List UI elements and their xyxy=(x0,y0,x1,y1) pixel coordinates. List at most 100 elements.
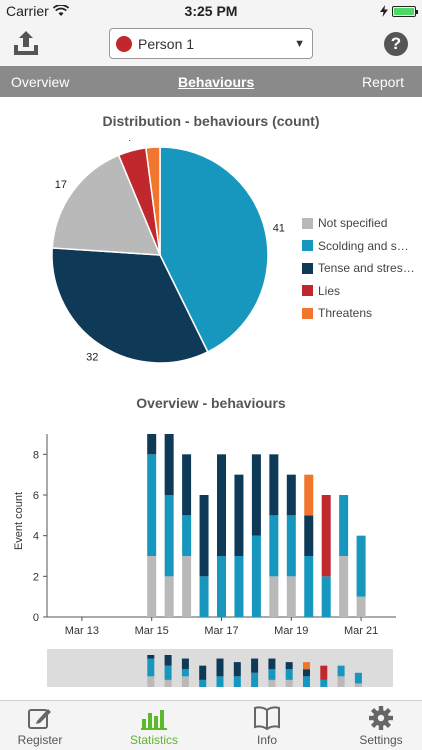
pie-slice-label: 17 xyxy=(55,179,67,191)
preview-bar-segment xyxy=(337,676,345,687)
section-tabs: Overview Behaviours Report xyxy=(0,66,422,97)
legend-label: Not specified xyxy=(318,216,388,231)
preview-bar-segment xyxy=(268,658,276,670)
person-select-value: Person 1 xyxy=(138,35,195,52)
gear-icon xyxy=(369,706,393,730)
pie-chart-title: Distribution - behaviours (count) xyxy=(102,113,320,129)
tab-settings[interactable]: Settings xyxy=(341,705,421,747)
tab-statistics-label: Statistics xyxy=(129,733,178,747)
edit-icon xyxy=(28,709,51,729)
battery-area xyxy=(380,5,418,17)
x-tick-label: Mar 15 xyxy=(135,625,169,637)
tab-overview[interactable]: Overview xyxy=(11,74,70,90)
bar-segment xyxy=(339,556,349,617)
legend-swatch xyxy=(302,307,313,319)
legend-item: Lies xyxy=(302,280,422,303)
preview-bar-segment xyxy=(303,669,310,677)
bar-segment xyxy=(269,454,279,516)
pie-slice xyxy=(159,146,269,353)
legend-label: Lies xyxy=(318,283,341,298)
bar-chart-title: Overview - behaviours xyxy=(136,395,286,411)
preview-bar-segment xyxy=(337,665,345,677)
preview-bar-segment xyxy=(199,665,207,680)
legend-swatch xyxy=(302,262,313,274)
preview-bar-segment xyxy=(216,676,224,687)
bar-segment xyxy=(269,576,279,617)
preview-bar-segment xyxy=(164,679,172,687)
preview-bar-segment xyxy=(251,658,259,673)
pie-slice xyxy=(145,146,161,256)
preview-bar-segment xyxy=(320,679,328,687)
preview-bar-segment xyxy=(285,679,293,687)
preview-bar-segment xyxy=(251,672,259,687)
y-tick-label: 4 xyxy=(33,531,39,543)
bar-segment xyxy=(164,495,174,577)
wifi-icon xyxy=(52,5,69,16)
preview-bar-segment xyxy=(320,665,328,680)
preview-bar-segment xyxy=(285,669,293,680)
x-tick-label: Mar 17 xyxy=(204,625,238,637)
bar-segment xyxy=(182,454,192,516)
tab-info[interactable]: Info xyxy=(227,705,307,747)
legend-swatch xyxy=(302,285,313,297)
preview-bar-segment xyxy=(303,662,310,670)
person-select[interactable]: Person 1 ▼ xyxy=(109,28,313,59)
tab-settings-label: Settings xyxy=(359,733,403,747)
bar-segment xyxy=(164,576,174,617)
book-icon xyxy=(254,706,280,731)
x-tick-label: Mar 19 xyxy=(274,625,308,637)
bar-segment xyxy=(339,495,349,556)
bar-segment xyxy=(147,454,157,556)
upload-icon[interactable] xyxy=(10,28,42,60)
legend-label: Tense and stres… xyxy=(318,261,415,276)
bar-segment xyxy=(217,454,226,556)
bar-segment xyxy=(234,474,244,556)
pie-slice xyxy=(51,247,209,364)
bar-segment xyxy=(321,576,331,617)
legend-item: Not specified xyxy=(302,212,422,235)
preview-bar-segment xyxy=(181,669,189,677)
preview-bar-segment xyxy=(233,662,241,677)
x-tick-label: Mar 21 xyxy=(344,625,378,637)
preview-bar-segment xyxy=(199,679,207,687)
pie-slice-label: 4 xyxy=(125,140,131,144)
tab-statistics[interactable]: Statistics xyxy=(114,705,194,747)
preview-bar-segment xyxy=(181,676,189,687)
bar-segment xyxy=(304,474,314,516)
bar-segment xyxy=(182,515,192,556)
y-tick-label: 8 xyxy=(33,449,39,461)
bar-segment xyxy=(286,576,296,617)
bar-segment xyxy=(251,454,261,536)
bar-segment xyxy=(304,556,314,617)
navigation-bar: Person 1 ▼ ? xyxy=(0,22,422,66)
bar-segment xyxy=(147,556,157,617)
legend-swatch xyxy=(302,217,313,229)
clock: 3:25 PM xyxy=(184,3,238,19)
bar-segment xyxy=(251,535,261,617)
help-icon[interactable]: ? xyxy=(384,32,408,56)
preview-bar-segment xyxy=(147,655,155,659)
y-tick-label: 0 xyxy=(33,612,39,624)
preview-bar-segment xyxy=(233,676,241,687)
carrier-info: Carrier xyxy=(6,3,69,19)
bar-segment xyxy=(286,474,296,516)
preview-bar-segment xyxy=(285,662,293,670)
y-tick-label: 6 xyxy=(33,490,39,502)
legend-label: Scolding and s… xyxy=(318,238,409,253)
pie-slice-label: 41 xyxy=(273,222,285,234)
legend-item: Scolding and s… xyxy=(302,235,422,258)
pie-legend: Not specified Scolding and s… Tense and st… xyxy=(302,212,422,325)
tab-behaviours[interactable]: Behaviours xyxy=(178,74,255,90)
y-tick-label: 2 xyxy=(33,571,39,583)
tab-register[interactable]: Register xyxy=(0,705,80,747)
bar-segment xyxy=(356,535,366,597)
legend-item: Threatens xyxy=(302,302,422,325)
preview-bar-segment xyxy=(268,669,276,680)
bar-segment xyxy=(199,576,209,617)
bar-segment xyxy=(269,515,279,577)
bar-segment xyxy=(356,596,366,617)
preview-bar-segment xyxy=(216,658,224,677)
bar-segment xyxy=(321,495,331,577)
preview-bar-segment xyxy=(164,655,172,666)
tab-report[interactable]: Report xyxy=(361,74,404,90)
